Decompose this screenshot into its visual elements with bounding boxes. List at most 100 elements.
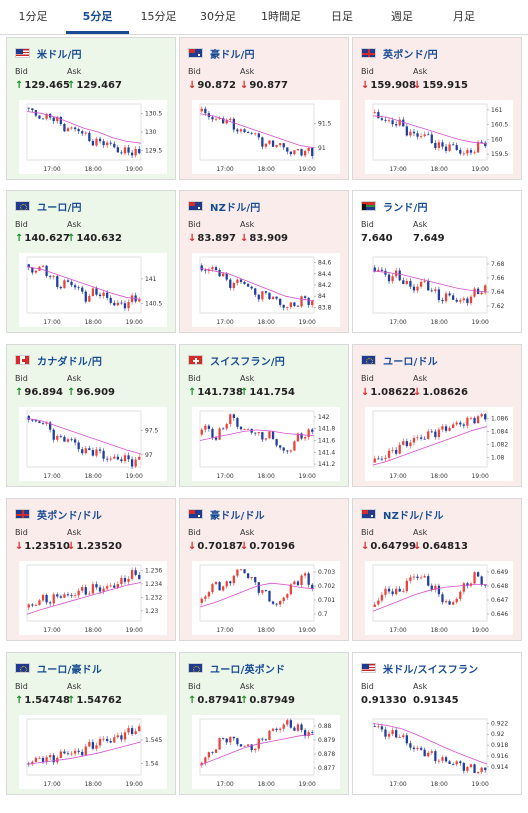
chart-area[interactable]: 0.914 0.916 0.918 0.92 0.922 17:00 18:00 19:00 — [365, 715, 513, 789]
chart-area[interactable]: 159.5 160 160.5 161 17:00 18:00 19:00 — [365, 100, 513, 174]
rate-card[interactable]: NZドル/ドル Bid Ask ↓0.64799 ↓0.64813 0.646 0… — [352, 498, 522, 641]
chart-area[interactable]: 7.62 7.64 7.66 7.68 17:00 18:00 19:00 — [365, 253, 513, 327]
candle-body — [211, 584, 214, 593]
chart-area[interactable]: 1.54 1.545 17:00 18:00 19:00 — [19, 715, 167, 789]
pair-link[interactable]: 米ドル/スイスフラン — [383, 664, 479, 676]
candle-body — [380, 726, 384, 730]
y-tick-label: 7.64 — [491, 289, 505, 296]
chart-area[interactable]: 141.2 141.4 141.6 141.8 142 17:00 18:00 19:00 — [192, 407, 340, 481]
candle-body — [34, 605, 38, 606]
pair-link[interactable]: スイスフラン/円 — [210, 356, 285, 368]
candle-body — [419, 136, 423, 137]
candle-body — [480, 414, 483, 417]
candle-body — [466, 583, 469, 586]
rate-card[interactable]: 米ドル/円 Bid Ask ↑129.465 ↑129.467 129.5 130… — [6, 37, 176, 180]
pair-link[interactable]: 英ポンド/円 — [383, 49, 438, 61]
x-tick-label: 18:00 — [430, 473, 447, 480]
candle-body — [34, 270, 38, 273]
candle-body — [232, 414, 235, 418]
chart-frame — [372, 103, 488, 161]
candle-body — [300, 296, 303, 307]
tab-0[interactable]: 1分足 — [18, 9, 48, 23]
rate-card[interactable]: カナダドル/円 Bid Ask ↑96.894 ↑96.909 97 97.5 17… — [6, 344, 176, 487]
pair-link[interactable]: NZドル/ドル — [383, 510, 444, 522]
candle-body — [444, 426, 448, 431]
price-chart: 83.8 84 84.2 84.4 84.6 17:00 18:00 19:00 — [199, 256, 332, 326]
candle-body — [409, 577, 412, 581]
candle-body — [127, 728, 130, 733]
rate-card[interactable]: NZドル/円 Bid Ask ↓83.897 ↓83.909 83.8 84 84.… — [179, 190, 349, 333]
pair-link[interactable]: 英ポンド/ドル — [37, 510, 103, 522]
x-tick-label: 18:00 — [430, 319, 447, 326]
bid-label: Bid — [361, 220, 374, 229]
chart-area[interactable]: 0.877 0.878 0.879 0.88 17:00 18:00 19:00 — [192, 715, 340, 789]
pair-link[interactable]: 豪ドル/ドル — [210, 510, 265, 522]
rate-card[interactable]: 英ポンド/円 Bid Ask ↓159.908 ↓159.915 159.5 16… — [352, 37, 522, 180]
chart-area[interactable]: 97 97.5 17:00 18:00 19:00 — [19, 407, 167, 481]
candle-body — [455, 145, 458, 151]
chart-area[interactable]: 1.23 1.232 1.234 1.236 17:00 18:00 19:00 — [19, 561, 167, 635]
y-tick-label: 141.8 — [318, 426, 335, 433]
rate-card[interactable]: ユーロ/英ポンド Bid Ask ↑0.87941 ↑0.87949 0.877… — [179, 652, 349, 795]
candle-body — [303, 573, 307, 576]
tab-7[interactable]: 月足 — [453, 9, 475, 23]
rate-card[interactable]: ユーロ/ドル Bid Ask ↓1.08622 ↓1.08626 1.08 1.0… — [352, 344, 522, 487]
candle-body — [211, 752, 214, 754]
tab-1[interactable]: 5分足 — [66, 0, 129, 34]
candle-body — [405, 281, 408, 284]
pair-link[interactable]: NZドル/円 — [210, 202, 261, 214]
tab-2[interactable]: 15分足 — [140, 9, 177, 23]
candle-body — [416, 747, 419, 750]
x-tick-label: 19:00 — [299, 473, 316, 480]
rate-card[interactable]: ユーロ/豪ドル Bid Ask ↑1.54748 ↑1.54762 1.54 1.… — [6, 652, 176, 795]
pair-link[interactable]: ランド/円 — [383, 202, 428, 214]
flag-icon — [15, 509, 30, 519]
ask-price: ↑140.632 — [67, 233, 122, 244]
candle-body — [81, 131, 84, 134]
candle-body — [402, 735, 405, 738]
rate-card[interactable]: 米ドル/スイスフラン Bid Ask 0.91330 0.91345 0.914… — [352, 652, 522, 795]
candle-body — [430, 585, 433, 590]
pair-link[interactable]: 米ドル/円 — [37, 49, 82, 61]
candle-body — [444, 146, 448, 151]
rate-card[interactable]: 英ポンド/ドル Bid Ask ↓1.23510 ↓1.23520 1.23 1.… — [6, 498, 176, 641]
chart-area[interactable]: 0.646 0.647 0.648 0.649 17:00 18:00 19:00 — [365, 561, 513, 635]
pair-link[interactable]: ユーロ/豪ドル — [37, 664, 103, 676]
chart-area[interactable]: 91 91.5 17:00 18:00 19:00 — [192, 100, 340, 174]
tab-3[interactable]: 30分足 — [200, 9, 236, 23]
pair-link[interactable]: 豪ドル/円 — [210, 49, 255, 61]
pair-link[interactable]: ユーロ/英ポンド — [210, 664, 286, 676]
chart-area[interactable]: 1.08 1.082 1.084 1.086 17:00 18:00 19:00 — [365, 407, 513, 481]
chart-area[interactable]: 129.5 130 130.5 17:00 18:00 19:00 — [19, 100, 167, 174]
pair-link[interactable]: ユーロ/ドル — [383, 356, 438, 368]
tab-6[interactable]: 週足 — [391, 9, 413, 23]
rate-card[interactable]: 豪ドル/ドル Bid Ask ↓0.70187 ↓0.70196 0.7 0.70… — [179, 498, 349, 641]
rate-card[interactable]: 豪ドル/円 Bid Ask ↓90.872 ↓90.877 91 91.5 17:0… — [179, 37, 349, 180]
rate-card[interactable]: ランド/円 Bid Ask 7.640 7.649 7.62 7.64 7.66 7.… — [352, 190, 522, 333]
candle-body — [95, 138, 98, 146]
tab-4[interactable]: 1時間足 — [261, 9, 301, 23]
candle-body — [476, 416, 480, 424]
candle-body — [289, 151, 292, 155]
chart-area[interactable]: 83.8 84 84.2 84.4 84.6 17:00 18:00 19:00 — [192, 253, 340, 327]
pair-link[interactable]: カナダドル/円 — [37, 356, 103, 368]
rate-card[interactable]: ユーロ/円 Bid Ask ↑140.627 ↑140.632 140.5 141… — [6, 190, 176, 333]
tab-5[interactable]: 日足 — [331, 9, 353, 23]
candle-body — [484, 414, 487, 420]
flag-icon — [15, 201, 30, 211]
chart-area[interactable]: 0.7 0.701 0.702 0.703 17:00 18:00 19:00 — [192, 561, 340, 635]
flag-icon — [361, 663, 376, 673]
pair-link[interactable]: ユーロ/円 — [37, 202, 82, 214]
x-tick-label: 18:00 — [257, 781, 274, 788]
candle-body — [448, 761, 451, 765]
rate-card[interactable]: スイスフラン/円 Bid Ask ↑141.738 ↑141.754 141.2… — [179, 344, 349, 487]
candle-body — [441, 757, 444, 761]
candle-body — [476, 771, 480, 773]
candle-body — [239, 426, 243, 430]
y-tick-label: 0.701 — [318, 597, 335, 604]
candle-body — [387, 450, 391, 458]
chart-area[interactable]: 140.5 141 17:00 18:00 19:00 — [19, 253, 167, 327]
candle-body — [384, 457, 387, 460]
candle-body — [264, 291, 268, 293]
y-tick-label: 1.236 — [145, 567, 162, 574]
